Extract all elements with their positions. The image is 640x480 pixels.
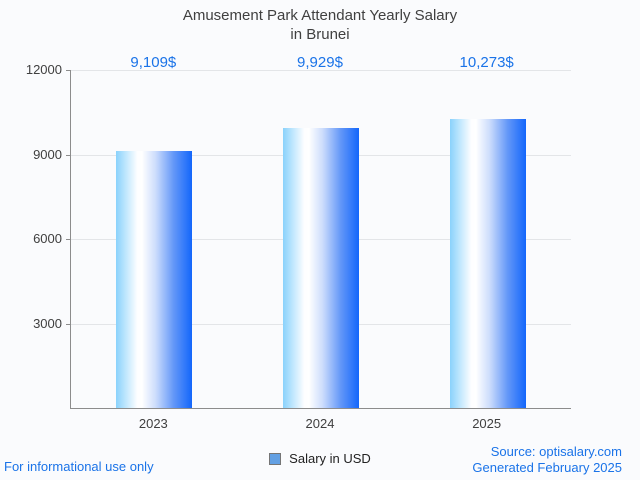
x-axis-label-2024: 2024: [305, 416, 335, 431]
y-axis-tick: [66, 70, 71, 71]
y-axis-tick-label: 12000: [25, 62, 62, 77]
footer-source-block: Source: optisalary.com Generated Februar…: [472, 444, 622, 476]
y-axis-tick-label: 6000: [33, 231, 62, 246]
chart-title-line2: in Brunei: [290, 26, 350, 43]
y-axis-tick: [66, 155, 71, 156]
x-axis-label-2025: 2025: [472, 416, 502, 431]
legend-swatch-icon: [269, 452, 282, 465]
chart-title: Amusement Park Attendant Yearly Salary i…: [0, 6, 640, 44]
bar-value-label-2025: 10,273$: [459, 54, 514, 71]
gridline: [71, 70, 571, 71]
bar-2025[interactable]: [450, 119, 526, 408]
x-axis-labels: 2023 2024 2025: [70, 416, 570, 432]
bar-2024[interactable]: [283, 128, 359, 408]
y-axis-tick: [66, 239, 71, 240]
footer-disclaimer: For informational use only: [4, 459, 154, 474]
plot-area: [66, 70, 571, 409]
y-axis-labels: 12000 9000 6000 3000: [0, 63, 62, 408]
y-axis-tick: [66, 324, 71, 325]
y-axis-tick-label: 3000: [33, 316, 62, 331]
chart-title-line1: Amusement Park Attendant Yearly Salary: [182, 7, 458, 24]
bar-value-label-2023: 9,109$: [130, 54, 177, 71]
bar-value-labels-row: 9,109$ 9,929$ 10,273$: [70, 54, 570, 72]
legend: Salary in USD: [0, 451, 640, 466]
x-axis-label-2023: 2023: [138, 416, 168, 431]
generated-date: Generated February 2025: [472, 460, 622, 475]
source-link[interactable]: Source: optisalary.com: [490, 444, 622, 459]
bar-value-label-2024: 9,929$: [297, 54, 343, 71]
legend-label: Salary in USD: [289, 451, 371, 466]
bar-2023[interactable]: [116, 151, 192, 408]
y-axis-tick-label: 9000: [33, 147, 62, 162]
